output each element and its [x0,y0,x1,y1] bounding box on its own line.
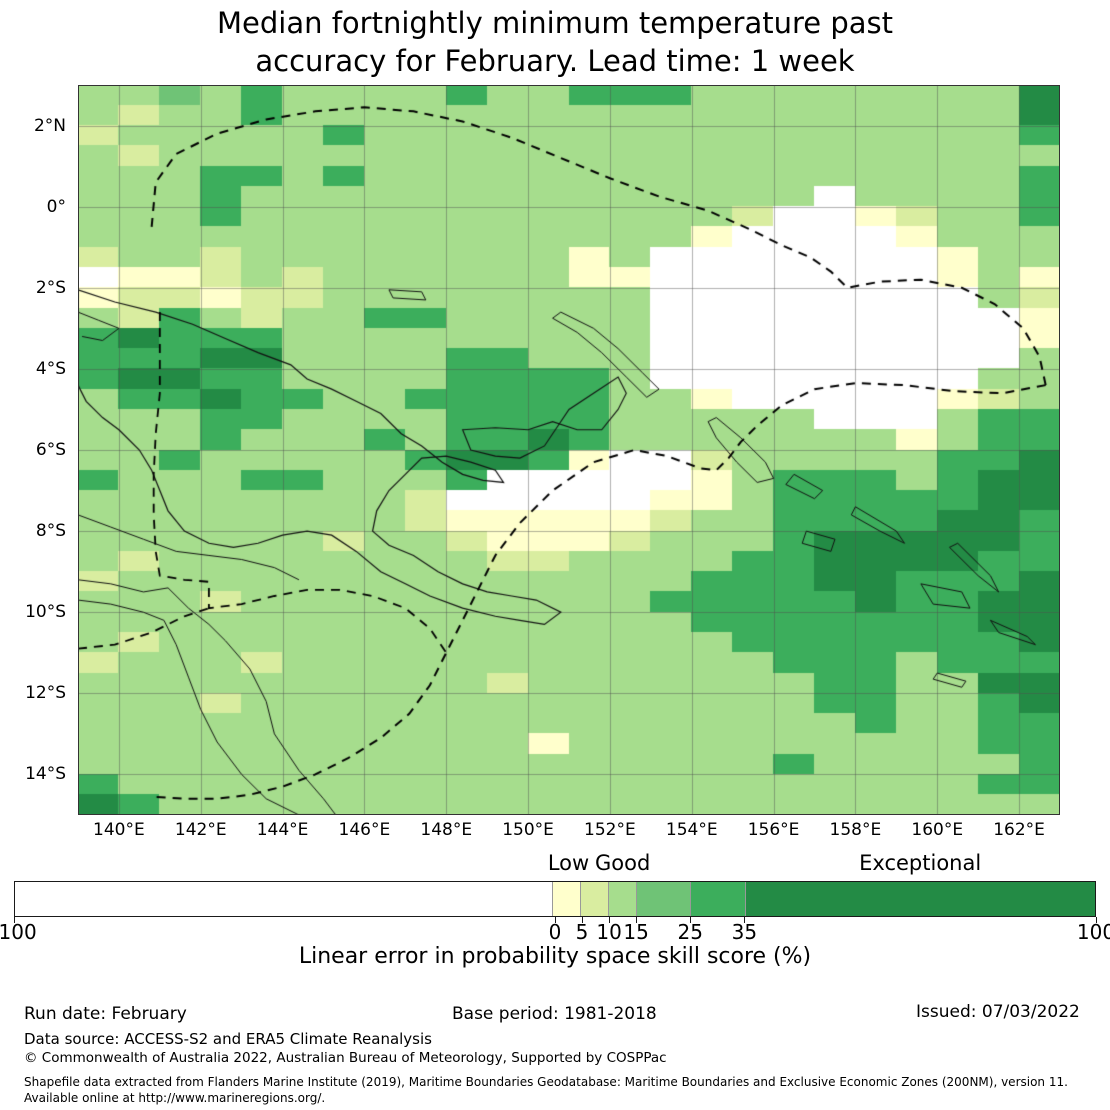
lat-tick-label: 0° [46,196,66,217]
colorbar-tick-label: 15 [623,920,649,944]
colorbar-tick-mark [690,917,692,923]
lon-tick-label: 148°E [420,820,473,840]
colorbar-tick-mark [582,917,584,923]
lat-tick-label: 10°S [25,602,66,623]
colorbar-tick-label: 25 [677,920,703,944]
lat-tick-label: 12°S [25,683,66,704]
colorbar[interactable] [14,881,1096,917]
lon-tick-label: 144°E [256,820,309,840]
colorbar-tick-mark [744,917,746,923]
lon-tick-label: 156°E [747,820,800,840]
colorbar-tick-label: 35 [731,920,758,944]
colorbar-tick-mark [14,917,15,923]
colorbar-tick-label: -100 [0,920,37,944]
lat-tick-label: 4°S [35,358,66,379]
lon-tick-label: 162°E [993,820,1045,840]
page-title: Median fortnightly minimum temperature p… [0,4,1110,80]
issued-date-text: Issued: 07/03/2022 [916,1002,1080,1022]
colorbar-category-label: Exceptional [859,851,982,875]
lon-tick-label: 140°E [93,820,145,840]
colorbar-tick-mark [555,917,556,923]
colorbar-segment[interactable] [15,882,552,916]
colorbar-category-label: Low [547,851,590,875]
colorbar-segment[interactable] [744,882,1095,916]
colorbar-category-label: Good [594,851,651,875]
colorbar-tick-mark [636,917,638,923]
lon-tick-label: 160°E [911,820,964,840]
lon-tick-label: 152°E [584,820,636,840]
colorbar-tick-mark [609,917,611,923]
colorbar-segment[interactable] [635,882,691,916]
title-line-2: accuracy for February. Lead time: 1 week [255,44,855,78]
lat-tick-label: 2°N [33,115,66,136]
map-plot-area[interactable] [78,85,1060,815]
copyright-text: © Commonwealth of Australia 2022, Austra… [24,1050,667,1066]
colorbar-tick-mark [1096,917,1097,923]
run-date-text: Run date: February [24,1004,187,1024]
colorbar-axis-label: Linear error in probability space skill … [298,944,812,969]
colorbar-segment[interactable] [552,882,580,916]
lon-tick-label: 146°E [338,820,391,840]
lon-tick-label: 158°E [829,820,882,840]
colorbar-segment[interactable] [579,882,608,916]
colorbar-tick-label: 10 [596,920,622,944]
title-line-1: Median fortnightly minimum temperature p… [217,6,893,40]
colorbar-segment[interactable] [690,882,745,916]
base-period-text: Base period: 1981-2018 [452,1004,657,1024]
lat-tick-label: 8°S [35,521,66,542]
lon-tick-label: 154°E [665,820,718,840]
shapefile-credit-line-1: Shapefile data extracted from Flanders M… [24,1075,1068,1089]
colorbar-tick-label: 5 [575,920,589,944]
lat-tick-label: 2°S [35,277,66,298]
skill-score-heatmap[interactable] [78,85,1060,815]
colorbar-segment[interactable] [607,882,636,916]
lon-tick-label: 150°E [502,820,554,840]
data-source-text: Data source: ACCESS-S2 and ERA5 Climate … [24,1030,432,1048]
lat-tick-label: 14°S [25,764,66,785]
lon-tick-label: 142°E [174,820,227,840]
lat-tick-label: 6°S [35,440,66,460]
shapefile-credit-line-2: Available online at http://www.marinereg… [24,1091,326,1105]
colorbar-tick-label: 100 [1076,920,1110,944]
colorbar-tick-label: 0 [548,920,562,944]
